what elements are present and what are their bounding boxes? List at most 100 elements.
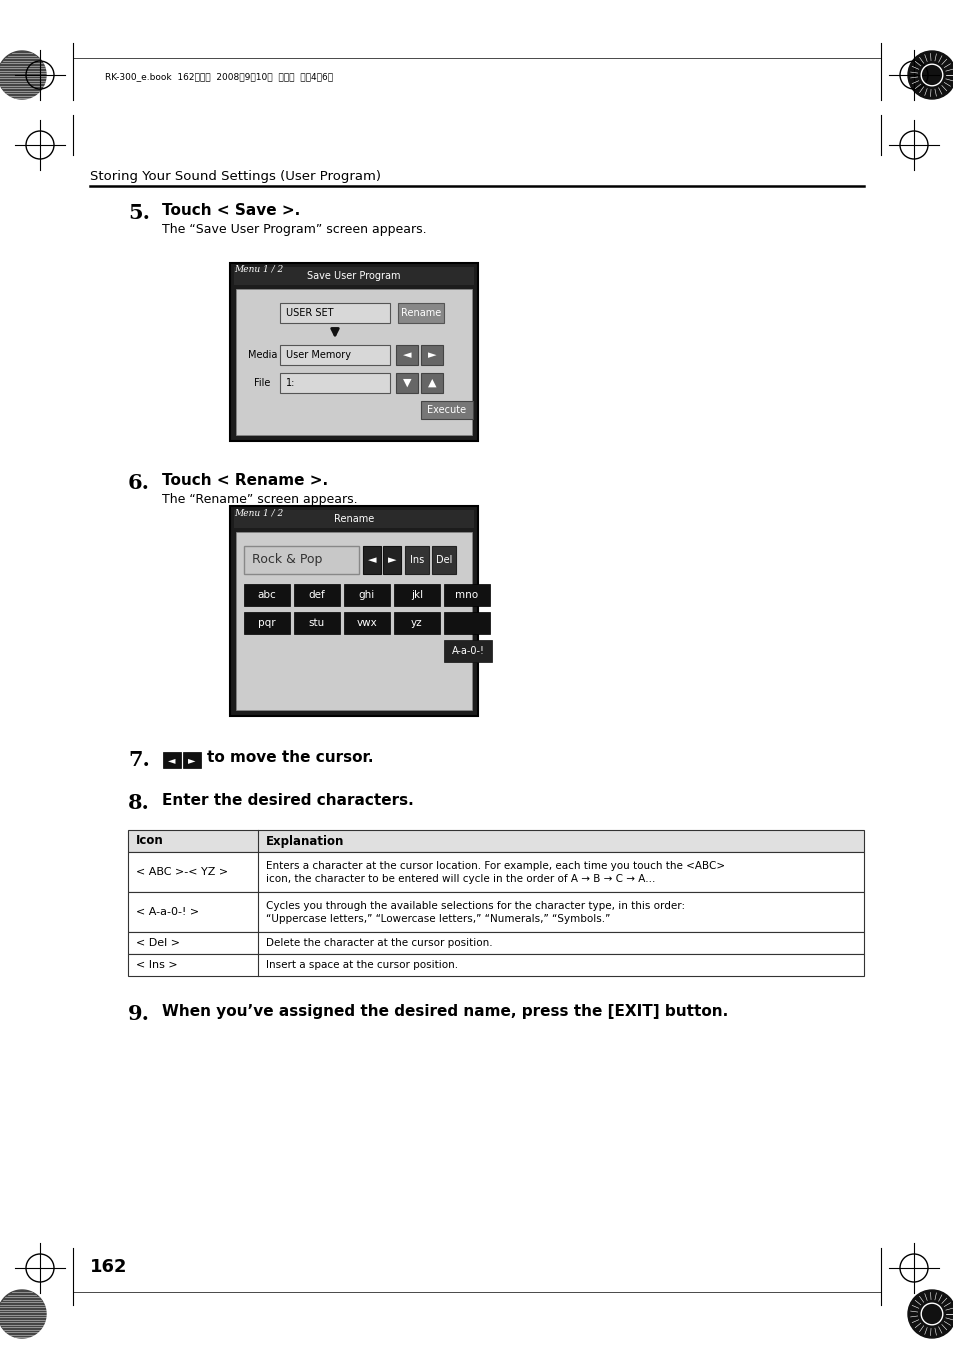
Bar [405, 546, 429, 574]
Bar [244, 612, 290, 634]
Bar [394, 584, 439, 607]
Text: < Ins >: < Ins > [136, 961, 177, 970]
Text: < ABC >-< YZ >: < ABC >-< YZ > [136, 867, 228, 877]
Text: USER SET: USER SET [286, 308, 334, 317]
Text: Rock & Pop: Rock & Pop [252, 554, 322, 566]
Text: File: File [253, 378, 270, 388]
Text: Media: Media [248, 350, 277, 359]
Bar [163, 753, 181, 767]
Text: 162: 162 [90, 1258, 128, 1275]
Text: < Del >: < Del > [136, 938, 180, 948]
Text: Rename: Rename [400, 308, 440, 317]
Text: User Memory: User Memory [286, 350, 351, 359]
Text: 6.: 6. [128, 473, 150, 493]
Text: jkl: jkl [411, 590, 422, 600]
Bar [128, 932, 863, 954]
Bar [394, 612, 439, 634]
Bar [443, 640, 492, 662]
Bar [280, 345, 390, 365]
Bar [128, 892, 863, 932]
Text: Enter the desired characters.: Enter the desired characters. [162, 793, 414, 808]
Text: ►: ► [188, 755, 195, 765]
Bar [235, 289, 472, 435]
Bar [294, 612, 339, 634]
Text: Del: Del [436, 555, 452, 565]
Bar [128, 830, 863, 852]
Bar [233, 509, 474, 528]
Text: Rename: Rename [334, 513, 374, 524]
Bar [363, 546, 380, 574]
Bar [128, 954, 863, 975]
Circle shape [907, 51, 953, 99]
Text: abc: abc [257, 590, 276, 600]
Bar [244, 584, 290, 607]
Bar [420, 373, 442, 393]
Text: stu: stu [309, 617, 325, 628]
Text: ghi: ghi [358, 590, 375, 600]
Text: Icon: Icon [136, 835, 164, 847]
Text: vwx: vwx [356, 617, 377, 628]
Text: ◄: ◄ [168, 755, 175, 765]
Text: The “Save User Program” screen appears.: The “Save User Program” screen appears. [162, 223, 426, 236]
Text: Menu 1 / 2: Menu 1 / 2 [233, 508, 283, 517]
Text: Cycles you through the available selections for the character type, in this orde: Cycles you through the available selecti… [266, 901, 684, 911]
Text: Delete the character at the cursor position.: Delete the character at the cursor posit… [266, 938, 492, 948]
Text: ►: ► [387, 555, 395, 565]
Bar [280, 303, 390, 323]
Circle shape [907, 1290, 953, 1337]
Text: 9.: 9. [128, 1004, 150, 1024]
Text: A-a-0-!: A-a-0-! [451, 646, 484, 657]
Text: yz: yz [411, 617, 422, 628]
Bar [233, 267, 474, 285]
Bar [397, 303, 443, 323]
Text: 5.: 5. [128, 203, 150, 223]
Text: 1:: 1: [286, 378, 295, 388]
Text: mno: mno [455, 590, 478, 600]
Text: def: def [309, 590, 325, 600]
Bar [230, 507, 477, 716]
Text: RK-300_e.book  162ページ  2008年9月10日  水曜日  午後4晎6分: RK-300_e.book 162ページ 2008年9月10日 水曜日 午後4晎… [105, 73, 333, 81]
Bar [344, 612, 390, 634]
Text: pqr: pqr [258, 617, 275, 628]
Bar [395, 345, 417, 365]
Text: The “Rename” screen appears.: The “Rename” screen appears. [162, 493, 357, 507]
Bar [235, 532, 472, 711]
Text: ►: ► [427, 350, 436, 359]
Text: 8.: 8. [128, 793, 150, 813]
Polygon shape [0, 1290, 46, 1337]
Text: Menu 1 / 2: Menu 1 / 2 [233, 265, 283, 274]
Bar [432, 546, 456, 574]
Bar [443, 612, 490, 634]
Text: ◄: ◄ [367, 555, 375, 565]
Bar [280, 373, 390, 393]
Bar [230, 263, 477, 440]
Bar [382, 546, 400, 574]
Text: Execute: Execute [427, 405, 466, 415]
Text: icon, the character to be entered will cycle in the order of A → B → C → A...: icon, the character to be entered will c… [266, 874, 655, 884]
Text: Storing Your Sound Settings (User Program): Storing Your Sound Settings (User Progra… [90, 170, 380, 182]
Text: Touch < Save >.: Touch < Save >. [162, 203, 300, 218]
Text: ▼: ▼ [402, 378, 411, 388]
Polygon shape [0, 51, 46, 99]
Text: to move the cursor.: to move the cursor. [207, 750, 374, 765]
Bar [344, 584, 390, 607]
Text: Ins: Ins [410, 555, 424, 565]
Text: Explanation: Explanation [266, 835, 344, 847]
Text: When you’ve assigned the desired name, press the [EXIT] button.: When you’ve assigned the desired name, p… [162, 1004, 727, 1019]
Bar [128, 852, 863, 892]
Text: Enters a character at the cursor location. For example, each time you touch the : Enters a character at the cursor locatio… [266, 861, 724, 871]
Text: Touch < Rename >.: Touch < Rename >. [162, 473, 328, 488]
Bar [420, 345, 442, 365]
Text: Insert a space at the cursor position.: Insert a space at the cursor position. [266, 961, 457, 970]
Bar [183, 753, 201, 767]
Text: ◄: ◄ [402, 350, 411, 359]
Bar [244, 546, 358, 574]
Bar [420, 401, 473, 419]
Text: Save User Program: Save User Program [307, 272, 400, 281]
Text: “Uppercase letters,” “Lowercase letters,” “Numerals,” “Symbols.”: “Uppercase letters,” “Lowercase letters,… [266, 915, 610, 924]
Text: ▲: ▲ [427, 378, 436, 388]
Text: < A-a-0-! >: < A-a-0-! > [136, 907, 199, 917]
Bar [395, 373, 417, 393]
Bar [294, 584, 339, 607]
Text: 7.: 7. [128, 750, 150, 770]
